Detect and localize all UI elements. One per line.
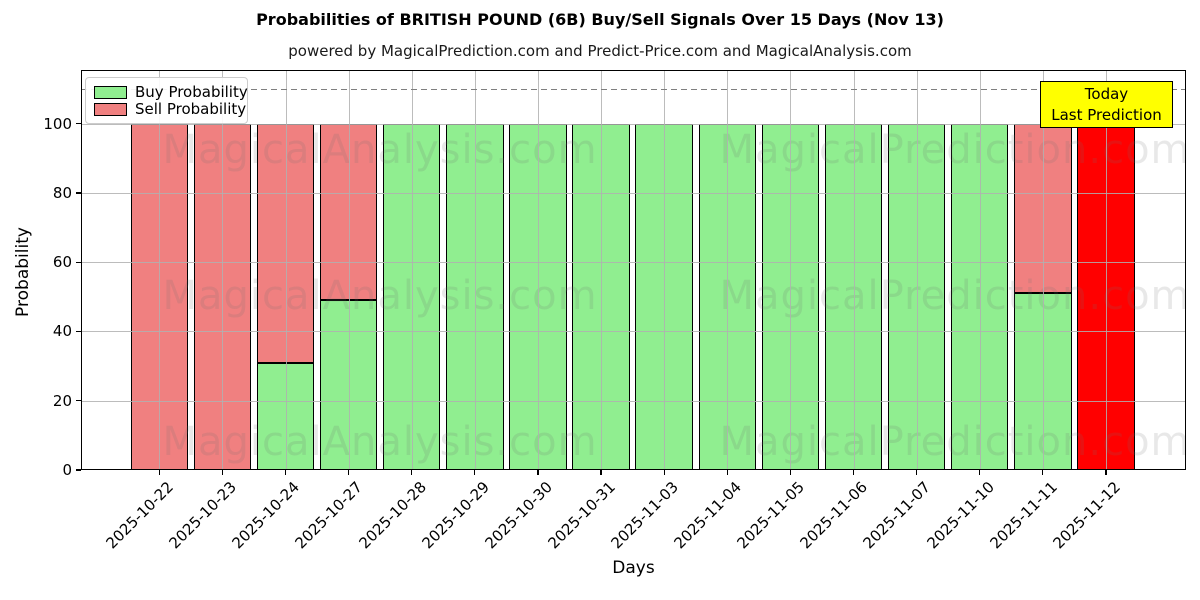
y-tick-mark xyxy=(76,400,81,402)
v-gridline xyxy=(664,70,666,470)
x-tick-mark xyxy=(474,470,476,475)
x-tick-label: 2025-11-05 xyxy=(733,478,809,553)
today-annotation-box: Today Last Prediction xyxy=(1040,81,1173,128)
x-tick-label: 2025-11-03 xyxy=(607,478,682,553)
v-gridline xyxy=(348,70,350,470)
y-axis-label: Probability xyxy=(13,227,33,317)
x-tick-label: 2025-10-27 xyxy=(291,478,367,553)
v-gridline xyxy=(916,70,918,470)
x-tick-mark xyxy=(1042,470,1044,475)
y-tick-label: 60 xyxy=(52,253,72,272)
x-tick-mark xyxy=(1105,470,1107,475)
y-tick-label: 20 xyxy=(52,391,72,410)
x-tick-mark xyxy=(600,470,602,475)
x-tick-label: 2025-10-28 xyxy=(355,478,430,553)
grid-layer xyxy=(81,70,1186,470)
x-tick-mark xyxy=(284,470,287,475)
today-annotation-line2: Last Prediction xyxy=(1051,105,1162,124)
buy-color-swatch xyxy=(94,85,127,99)
watermark-left: MagicalAnalysis.com xyxy=(162,273,598,319)
legend: Buy Probability Sell Probability xyxy=(85,77,248,124)
v-gridline xyxy=(853,70,855,470)
chart-title: Probabilities of BRITISH POUND (6B) Buy/… xyxy=(256,10,944,29)
v-gridline xyxy=(222,70,224,470)
h-gridline xyxy=(81,262,1186,264)
y-tick-label: 0 xyxy=(62,461,72,479)
v-gridline xyxy=(474,70,476,470)
y-tick-mark xyxy=(76,192,81,194)
watermark-right: MagicalPrediction.com xyxy=(719,419,1191,465)
v-gridline xyxy=(537,70,539,470)
threshold-line-layer xyxy=(81,70,1186,470)
v-gridline xyxy=(1105,70,1107,470)
x-tick-label: 2025-10-30 xyxy=(481,478,556,553)
x-tick-mark xyxy=(221,470,224,475)
v-gridline xyxy=(979,70,981,470)
legend-label-sell: Sell Probability xyxy=(135,100,247,118)
v-gridline xyxy=(727,70,729,470)
y-tick-mark xyxy=(76,261,81,263)
v-gridline xyxy=(601,70,603,470)
x-tick-label: 2025-11-11 xyxy=(986,478,1061,553)
x-tick-mark xyxy=(726,470,728,475)
today-annotation-line1: Today xyxy=(1084,84,1129,103)
v-gridline xyxy=(790,70,792,470)
x-axis-label: Days xyxy=(612,558,655,578)
x-tick-mark xyxy=(915,470,918,475)
threshold-dashed-line xyxy=(81,89,1186,91)
x-tick-label: 2025-11-07 xyxy=(859,478,935,553)
v-gridline xyxy=(1042,70,1044,470)
watermark-left: MagicalAnalysis.com xyxy=(162,419,598,465)
h-gridline xyxy=(81,400,1186,402)
watermark-right: MagicalPrediction.com xyxy=(719,127,1191,173)
x-tick-label: 2025-11-04 xyxy=(670,478,746,553)
chart-subtitle: powered by MagicalPrediction.com and Pre… xyxy=(288,42,912,60)
y-tick-label: 80 xyxy=(52,183,72,202)
v-gridline xyxy=(159,70,161,470)
x-tick-mark xyxy=(347,470,350,475)
h-gridline xyxy=(81,192,1186,194)
v-gridline xyxy=(411,70,413,470)
y-tick-mark xyxy=(76,469,81,471)
sell-color-swatch xyxy=(94,102,127,116)
v-gridline xyxy=(285,70,287,470)
x-tick-mark xyxy=(979,470,981,475)
x-tick-mark xyxy=(663,470,665,475)
x-tick-label: 2025-10-24 xyxy=(228,478,304,553)
x-tick-label: 2025-11-10 xyxy=(923,478,998,553)
y-tick-label: 40 xyxy=(52,322,72,341)
x-tick-label: 2025-10-29 xyxy=(418,478,493,553)
x-tick-label: 2025-10-31 xyxy=(544,478,619,553)
x-tick-mark xyxy=(789,470,792,475)
y-tick-label: 100 xyxy=(43,114,72,133)
h-gridline xyxy=(81,331,1186,333)
legend-entry-sell: Sell Probability xyxy=(94,100,246,118)
watermark-layer: MagicalAnalysis.com MagicalPrediction.com… xyxy=(81,70,1189,470)
x-tick-label: 2025-10-22 xyxy=(102,478,178,553)
watermark-right: MagicalPrediction.com xyxy=(719,273,1191,319)
x-tick-label: 2025-10-23 xyxy=(165,478,241,553)
y-tick-mark xyxy=(76,123,81,125)
legend-label-buy: Buy Probability xyxy=(135,83,248,101)
y-tick-mark xyxy=(76,330,81,333)
x-tick-mark xyxy=(852,470,855,475)
legend-entry-buy: Buy Probability xyxy=(94,83,248,101)
h-gridline xyxy=(81,123,1186,125)
x-tick-mark xyxy=(411,470,413,475)
x-tick-label: 2025-11-12 xyxy=(1049,478,1124,553)
plot-area: MagicalAnalysis.com MagicalPrediction.com… xyxy=(81,70,1190,470)
x-tick-label: 2025-11-06 xyxy=(796,478,872,553)
watermark-left: MagicalAnalysis.com xyxy=(162,127,598,173)
x-tick-mark xyxy=(158,470,160,475)
x-tick-mark xyxy=(537,470,539,475)
